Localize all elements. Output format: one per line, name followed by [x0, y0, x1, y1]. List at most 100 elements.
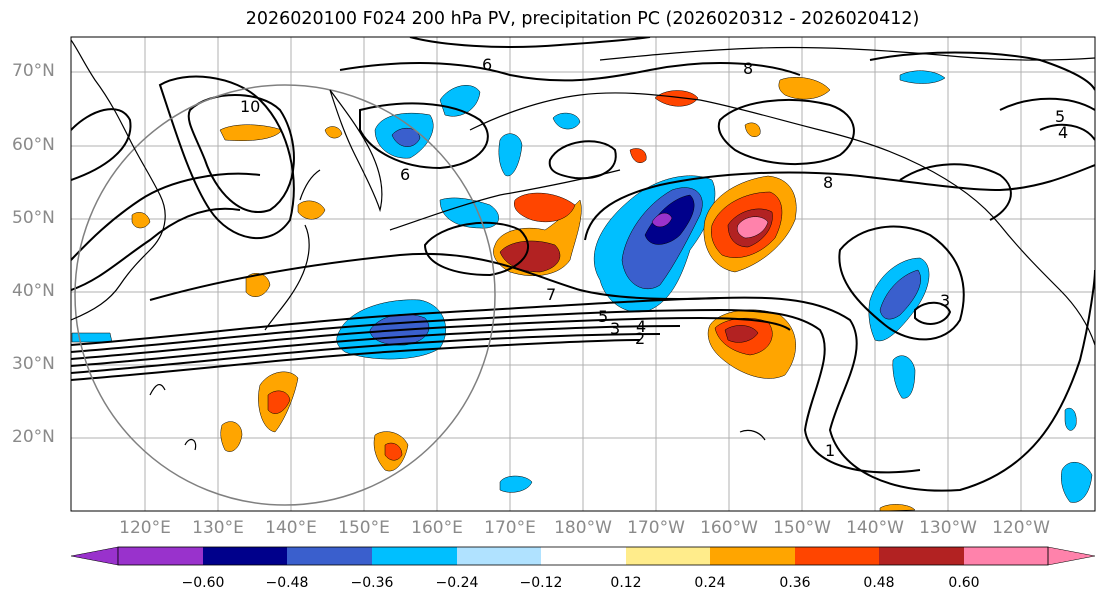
pv-contour-jet: [71, 308, 921, 474]
colorbar-tick-label: 0.60: [948, 575, 980, 591]
colorbar-tick-label: −0.24: [435, 575, 479, 591]
precip-positive-area: [778, 77, 831, 100]
lon-label: 180°W: [554, 518, 612, 538]
lon-label: 150°E: [338, 518, 390, 538]
colorbar-segment: [964, 547, 1048, 565]
colorbar-tick-label: −0.48: [265, 575, 309, 591]
lat-label: 70°N: [12, 61, 55, 81]
pv-contour-jet: [71, 269, 1095, 492]
pv-contour: [149, 252, 721, 301]
precip-positive-area: [654, 90, 699, 107]
pv-contour: [717, 99, 855, 165]
colorbar-right-extend: [1047, 546, 1096, 566]
contour-label: 3: [940, 291, 950, 310]
contour-label: 7: [546, 285, 556, 304]
precip-positive-area: [629, 148, 647, 163]
precip-negative-area: [552, 112, 581, 130]
precip-negative-area: [892, 355, 916, 399]
pv-contour-jet: [71, 316, 791, 360]
pv-contour: [423, 221, 530, 277]
lon-label: 140°W: [846, 518, 904, 538]
contour-label: 8: [743, 59, 753, 78]
lon-label: 130°E: [192, 518, 244, 538]
map-frame: [70, 36, 1096, 512]
precip-negative-area: [899, 70, 946, 84]
precip-shading: [71, 70, 1093, 511]
lon-label: 120°W: [992, 518, 1050, 538]
precip-negative-area: [651, 212, 673, 228]
contour-label: 1: [825, 441, 835, 460]
contour-label: 4: [1058, 123, 1068, 142]
precip-positive-area: [324, 126, 343, 139]
colorbar-segment: [879, 547, 964, 565]
colorbar-tick-label: 0.12: [610, 575, 642, 591]
pv-contour: [838, 225, 965, 341]
precip-negative-area: [879, 269, 921, 320]
colorbar-left-extend: [70, 546, 119, 566]
colorbar-segment: [372, 547, 457, 565]
lat-label: 30°N: [12, 354, 55, 374]
gridlines: [71, 37, 1095, 511]
contour-label: 6: [400, 165, 410, 184]
lon-label: 160°E: [411, 518, 463, 538]
pv-contour: [999, 97, 1095, 111]
lon-label: 120°E: [119, 518, 171, 538]
lat-label: 60°N: [12, 135, 55, 155]
pv-contour: [584, 164, 1095, 241]
contour-label: 3: [610, 319, 620, 338]
colorbar-segment: [541, 547, 626, 565]
precip-negative-area: [1061, 462, 1093, 503]
precip-positive-area: [384, 442, 403, 461]
great-circle: [74, 84, 496, 506]
colorbar-segment: [287, 547, 372, 565]
pv-contour: [914, 301, 952, 325]
coastline-arctic: [599, 46, 1095, 61]
colorbar-tick-label: 0.36: [779, 575, 811, 591]
precip-negative-area: [498, 133, 523, 177]
coastlines: [71, 39, 1095, 451]
coastline-asia: [71, 39, 166, 321]
coastline-kamchatka: [329, 89, 383, 213]
colorbar-tick-label: −0.12: [519, 575, 563, 591]
precip-positive-area: [297, 200, 326, 220]
precip-positive-area: [514, 192, 576, 223]
pv-contour-jet: [71, 339, 641, 381]
contour-labels: 1 2 3 4 5 6 7 8 10 3 4 5 6 8: [240, 55, 1068, 460]
colorbar-tick-label: 0.48: [863, 575, 895, 591]
contour-label: 2: [635, 329, 645, 348]
colorbar-segment: [457, 547, 541, 565]
pv-contour: [1039, 123, 1095, 141]
lon-label: 150°W: [773, 518, 831, 538]
colorbar-segment: [795, 547, 879, 565]
lon-label: 170°W: [627, 518, 685, 538]
pv-contour: [71, 207, 241, 291]
contour-label: 5: [598, 307, 608, 326]
contour-label: 10: [240, 97, 260, 116]
pv-contour-jet: [71, 333, 661, 374]
precip-positive-area: [245, 273, 271, 297]
pv-contour: [359, 102, 489, 170]
pv-contour: [339, 62, 801, 82]
lon-label: 160°W: [700, 518, 758, 538]
colorbar-tick-label: 0.24: [694, 575, 726, 591]
colorbar-tick-label: −0.36: [350, 575, 394, 591]
colorbar-segment: [710, 547, 795, 565]
pv-contour: [869, 51, 1095, 91]
coastline-aleutians: [389, 169, 621, 231]
colorbar-tick-label: −0.60: [181, 575, 225, 591]
pv-contours: [71, 37, 1095, 492]
lon-label: 130°W: [919, 518, 977, 538]
contour-label: 5: [1055, 107, 1065, 126]
lat-label: 50°N: [12, 208, 55, 228]
precip-negative-area: [1064, 407, 1077, 431]
contour-label: 4: [636, 317, 646, 336]
coastline-na-west: [999, 224, 1095, 346]
pv-contour: [158, 75, 295, 239]
precip-positive-area: [879, 504, 916, 511]
coastline-japan: [264, 169, 321, 331]
contour-label: 6: [482, 55, 492, 74]
precip-positive-area: [724, 325, 759, 343]
colorbar-segment: [203, 547, 287, 565]
pv-contour: [409, 37, 651, 48]
